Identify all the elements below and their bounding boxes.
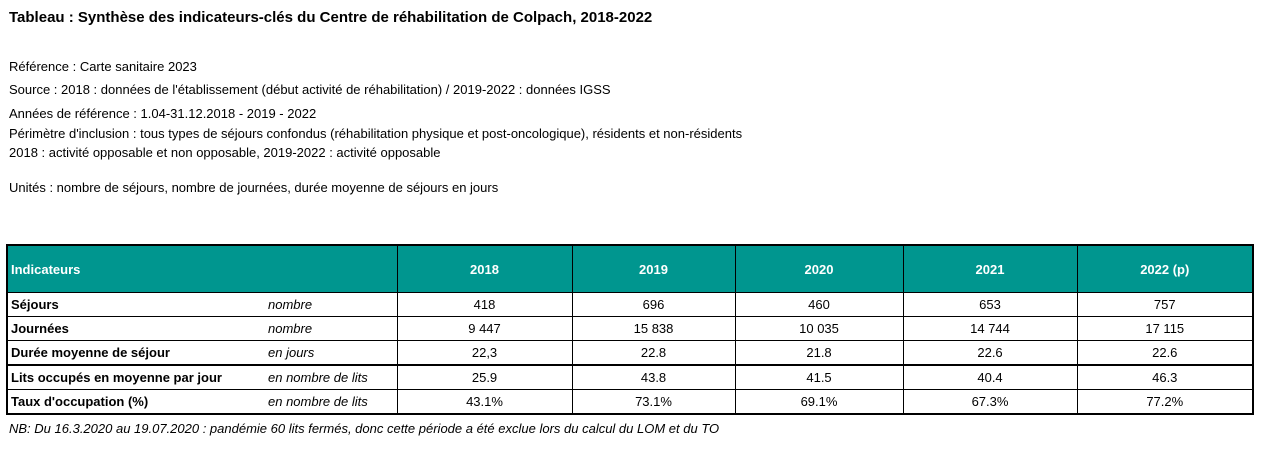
row-label: Taux d'occupation (%) <box>6 389 266 415</box>
reference-years-line: Années de référence : 1.04-31.12.2018 - … <box>9 106 317 121</box>
value-cell: 21.8 <box>734 340 904 366</box>
value-cell: 17 115 <box>1076 316 1254 341</box>
table-header-row: Indicateurs 2018 2019 2020 2021 2022 (p) <box>6 245 1254 293</box>
footnote: NB: Du 16.3.2020 au 19.07.2020 : pandémi… <box>9 421 720 436</box>
value-cell: 67.3% <box>902 389 1078 415</box>
reference-line: Référence : Carte sanitaire 2023 <box>9 59 197 74</box>
value-cell: 22,3 <box>396 340 573 366</box>
table-row: Journées nombre 9 447 15 838 10 035 14 7… <box>6 316 1254 341</box>
header-year-2020: 2020 <box>734 245 904 293</box>
row-label: Lits occupés en moyenne par jour <box>6 364 266 390</box>
row-label: Journées <box>6 316 266 341</box>
value-cell: 10 035 <box>734 316 904 341</box>
value-cell: 77.2% <box>1076 389 1254 415</box>
row-label: Durée moyenne de séjour <box>6 340 266 366</box>
table-row: Lits occupés en moyenne par jour en nomb… <box>6 364 1254 390</box>
activity-line: 2018 : activité opposable et non opposab… <box>9 145 441 160</box>
value-cell: 22.8 <box>571 340 736 366</box>
inclusion-perimeter-line: Périmètre d'inclusion : tous types de sé… <box>9 126 743 141</box>
row-unit: en nombre de lits <box>266 389 398 415</box>
header-indicators: Indicateurs <box>6 245 398 293</box>
value-cell: 9 447 <box>396 316 573 341</box>
value-cell: 460 <box>734 292 904 317</box>
table-row: Taux d'occupation (%) en nombre de lits … <box>6 389 1254 415</box>
value-cell: 46.3 <box>1076 364 1254 390</box>
table-row: Séjours nombre 418 696 460 653 757 <box>6 292 1254 317</box>
value-cell: 696 <box>571 292 736 317</box>
header-year-2021: 2021 <box>902 245 1078 293</box>
value-cell: 73.1% <box>571 389 736 415</box>
source-line: Source : 2018 : données de l'établisseme… <box>9 82 611 97</box>
header-year-2022: 2022 (p) <box>1076 245 1254 293</box>
value-cell: 22.6 <box>902 340 1078 366</box>
value-cell: 757 <box>1076 292 1254 317</box>
row-unit: en nombre de lits <box>266 364 398 390</box>
value-cell: 69.1% <box>734 389 904 415</box>
header-year-2018: 2018 <box>396 245 573 293</box>
row-unit: nombre <box>266 292 398 317</box>
value-cell: 43.8 <box>571 364 736 390</box>
value-cell: 15 838 <box>571 316 736 341</box>
value-cell: 43.1% <box>396 389 573 415</box>
value-cell: 14 744 <box>902 316 1078 341</box>
value-cell: 22.6 <box>1076 340 1254 366</box>
value-cell: 653 <box>902 292 1078 317</box>
indicators-table: Indicateurs 2018 2019 2020 2021 2022 (p)… <box>6 244 1255 415</box>
table-row: Durée moyenne de séjour en jours 22,3 22… <box>6 340 1254 366</box>
value-cell: 40.4 <box>902 364 1078 390</box>
row-unit: nombre <box>266 316 398 341</box>
value-cell: 41.5 <box>734 364 904 390</box>
page-title: Tableau : Synthèse des indicateurs-clés … <box>9 9 653 26</box>
row-label: Séjours <box>6 292 266 317</box>
units-line: Unités : nombre de séjours, nombre de jo… <box>9 180 499 195</box>
header-year-2019: 2019 <box>571 245 736 293</box>
row-unit: en jours <box>266 340 398 366</box>
value-cell: 418 <box>396 292 573 317</box>
value-cell: 25.9 <box>396 364 573 390</box>
